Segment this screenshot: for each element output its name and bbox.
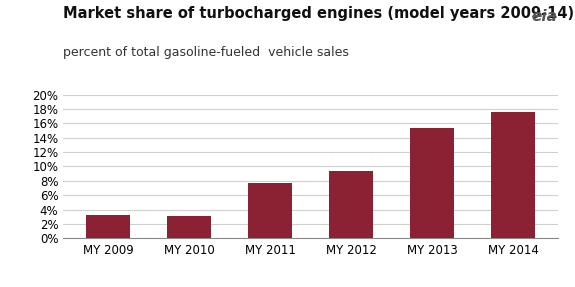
Bar [167, 216, 211, 238]
Bar [329, 171, 373, 238]
Bar [410, 128, 454, 238]
Bar [490, 112, 535, 238]
Text: percent of total gasoline-fueled  vehicle sales: percent of total gasoline-fueled vehicle… [63, 46, 349, 59]
Bar [248, 183, 292, 238]
Bar [86, 214, 131, 238]
Text: Market share of turbocharged engines (model years 2009-14): Market share of turbocharged engines (mo… [63, 6, 574, 21]
Text: eia: eia [532, 9, 558, 24]
